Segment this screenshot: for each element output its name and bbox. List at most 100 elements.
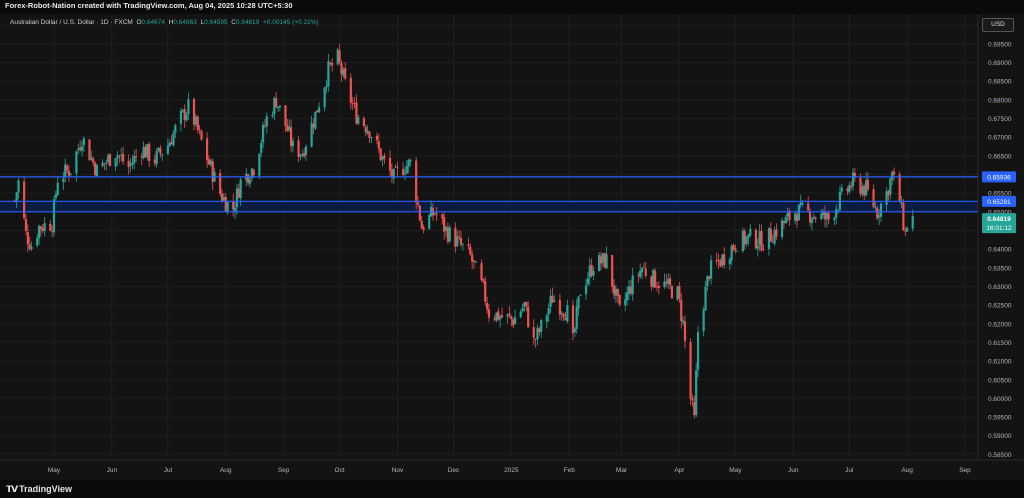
y-tick-label-22: 0.59000: [988, 433, 1012, 440]
candle-body-287: [762, 249, 765, 251]
candle-body-341: [904, 230, 907, 232]
candle-body-270: [719, 260, 722, 267]
candle-body-274: [730, 246, 733, 261]
candle-body-110: [301, 154, 304, 156]
high-label: H: [168, 19, 174, 26]
candle-body-228: [611, 254, 614, 287]
x-tick-label-11: Apr: [674, 467, 685, 474]
candle-body-51: [146, 144, 149, 158]
candle-body-174: [469, 246, 472, 255]
candle-body-219: [586, 278, 590, 285]
price-axis: [978, 14, 1024, 480]
y-tick-label-23: 0.58500: [988, 452, 1012, 459]
candle-body-249: [665, 282, 668, 284]
close-label: C: [231, 19, 236, 26]
candle-body-132: [357, 117, 360, 124]
candle-body-279: [743, 230, 746, 245]
x-tick-label-1: Jun: [107, 467, 118, 474]
candle-body-173: [467, 244, 470, 247]
candle-body-184: [495, 312, 498, 321]
candle-body-312: [827, 213, 830, 220]
candle-body-311: [825, 212, 828, 220]
candle-body-138: [375, 135, 379, 141]
candle-body-252: [670, 286, 674, 299]
candle-body-207: [553, 300, 556, 302]
candle-body-335: [889, 178, 892, 195]
candle-body-63: [179, 110, 183, 124]
candle-body-221: [590, 264, 593, 276]
candle-body-197: [527, 306, 530, 328]
currency-button[interactable]: USD: [982, 18, 1014, 32]
candle-body-172: [461, 244, 464, 245]
candle-body-73: [205, 138, 209, 161]
candle-body-163: [441, 214, 444, 219]
low-value: 0.64595: [204, 19, 228, 26]
candle-body-332: [879, 203, 883, 217]
candle-body-224: [599, 256, 603, 264]
candle-body-317: [840, 187, 843, 192]
candle-body-267: [710, 260, 713, 279]
y-tick-label-3: 0.68500: [988, 79, 1012, 86]
candle-body-109: [299, 154, 302, 157]
candle-body-95: [261, 124, 265, 143]
candle-body-98: [271, 114, 274, 117]
candle-body-5: [26, 232, 29, 245]
current-price-label: 0.64819: [987, 216, 1011, 223]
candle-body-319: [848, 185, 851, 193]
candle-body-188: [506, 314, 509, 317]
candle-body-37: [108, 154, 112, 166]
candle-body-36: [107, 155, 110, 162]
current-price-box: [982, 213, 1016, 234]
tradingview-logo[interactable]: 𝗧𝗩 TradingView: [6, 484, 72, 495]
candle-body-255: [680, 299, 683, 321]
candle-body-223: [598, 254, 601, 272]
candle-body-23: [75, 151, 78, 174]
candle-body-286: [760, 231, 763, 251]
candle-body-15: [52, 199, 56, 233]
candle-body-322: [853, 172, 856, 178]
candle-body-113: [310, 122, 313, 147]
candle-body-26: [80, 146, 84, 151]
candle-body-201: [538, 328, 541, 333]
candle-body-91: [250, 168, 253, 179]
candle-body-93: [258, 153, 261, 176]
candle-body-145: [392, 168, 395, 179]
candle-body-187: [500, 315, 504, 318]
candle-body-117: [317, 107, 321, 113]
y-tick-label-18: 0.61000: [988, 359, 1012, 366]
y-tick-label-16: 0.62000: [988, 321, 1012, 328]
candle-body-19: [64, 164, 67, 178]
candle-body-205: [549, 295, 552, 307]
candle-body-157: [422, 227, 425, 230]
candle-body-192: [514, 317, 517, 325]
candle-body-321: [851, 172, 855, 187]
candle-body-103: [284, 105, 287, 126]
candle-body-87: [239, 179, 242, 199]
candle-body-298: [794, 213, 797, 221]
candle-body-118: [323, 87, 326, 108]
candle-body-154: [416, 202, 420, 205]
candle-body-156: [420, 220, 423, 229]
candle-body-137: [370, 137, 373, 139]
candle-body-273: [728, 259, 731, 265]
candle-body-182: [487, 309, 491, 318]
y-tick-label-20: 0.60000: [988, 396, 1012, 403]
candle-body-89: [247, 174, 250, 183]
candle-body-204: [547, 308, 550, 315]
candle-body-264: [704, 286, 707, 311]
candle-body-104: [286, 125, 289, 132]
price-chart[interactable]: 0.700000.695000.690000.685000.680000.675…: [0, 14, 1024, 480]
candle-body-114: [312, 124, 315, 128]
candle-body-147: [396, 167, 399, 169]
x-tick-label-0: May: [48, 467, 61, 474]
candle-body-266: [708, 276, 711, 279]
candle-body-136: [368, 131, 371, 139]
candle-body-202: [540, 320, 543, 332]
level-label-box-0: [982, 171, 1016, 183]
candle-body-57: [161, 154, 164, 156]
candle-body-271: [721, 254, 724, 266]
candle-body-218: [584, 285, 588, 295]
x-tick-label-12: May: [729, 467, 742, 474]
candle-body-22: [69, 173, 72, 175]
candle-body-318: [846, 188, 849, 192]
